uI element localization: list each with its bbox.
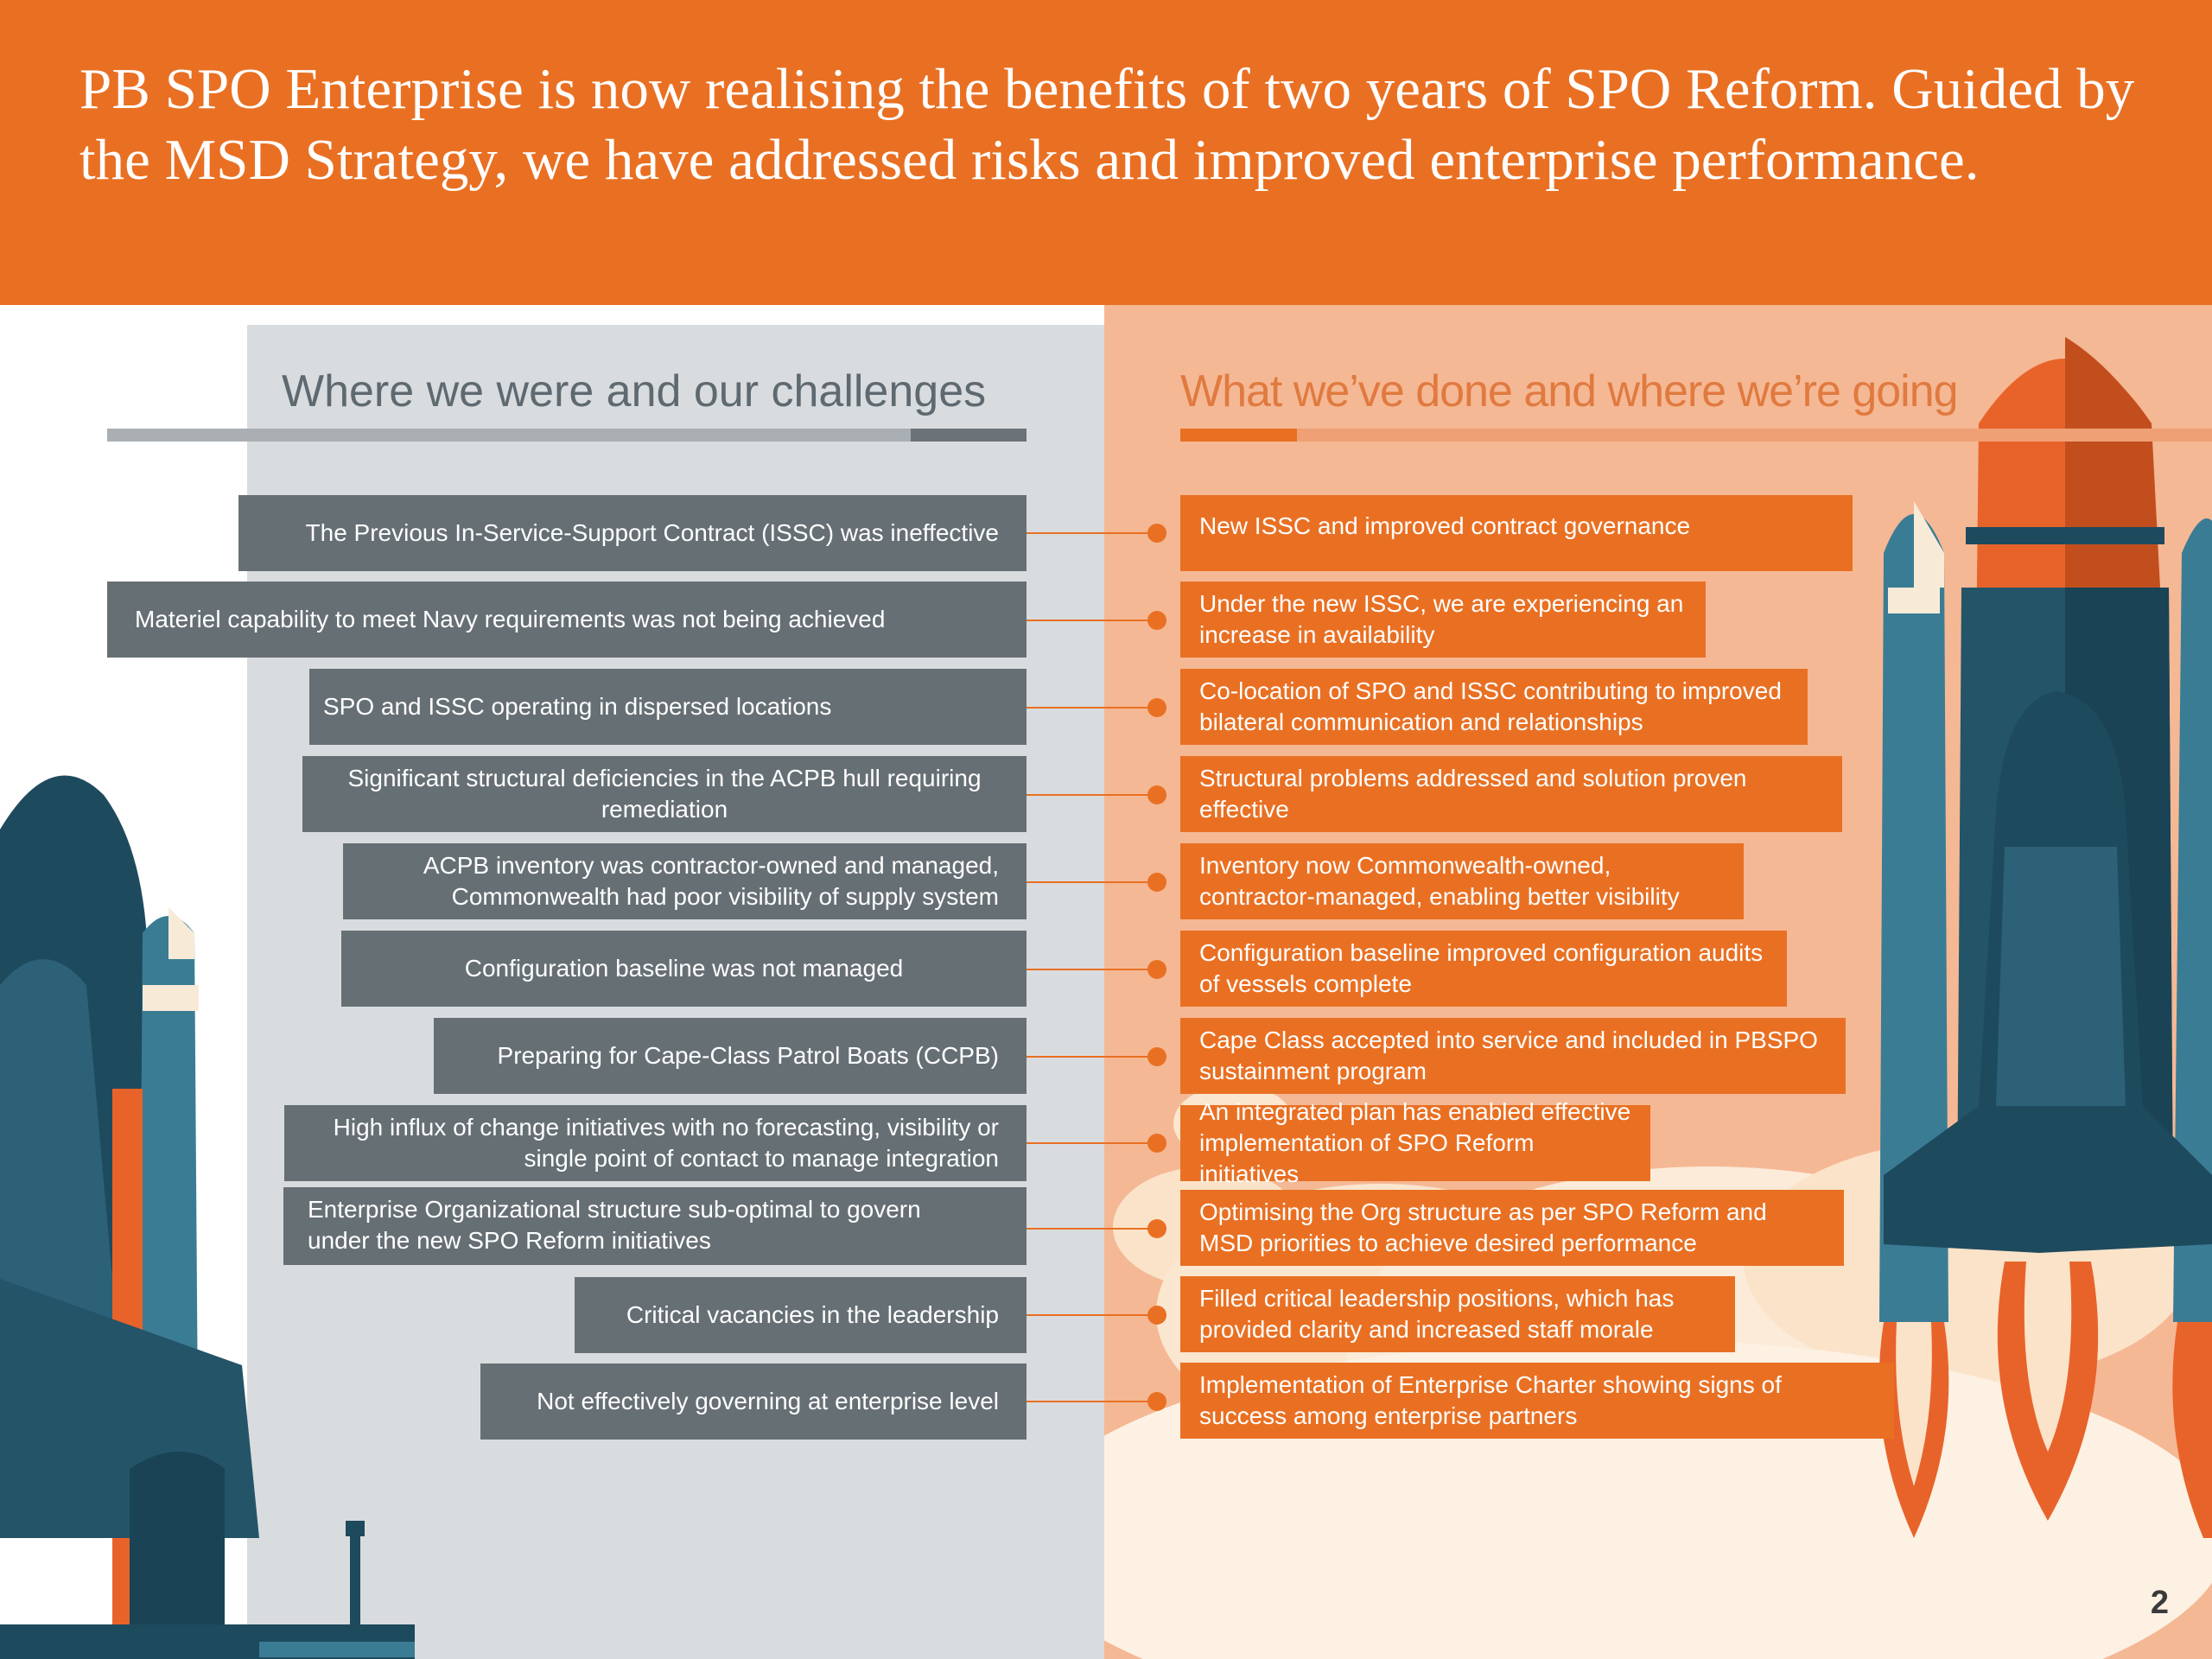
connector-line — [1027, 1401, 1154, 1402]
action-item: An integrated plan has enabled effective… — [1180, 1098, 1650, 1187]
connector-dot — [1147, 873, 1166, 892]
connector-dot — [1147, 524, 1166, 543]
connector-line — [1027, 620, 1154, 621]
challenge-item: Critical vacancies in the leadership — [575, 1277, 1027, 1353]
challenge-item: Enterprise Organizational structure sub-… — [283, 1187, 1027, 1265]
connector-line — [1027, 707, 1154, 709]
left-title-rule-accent — [911, 429, 1027, 442]
connector-line — [1027, 881, 1154, 883]
header-band: PB SPO Enterprise is now realising the b… — [0, 0, 2212, 305]
connector-dot — [1147, 611, 1166, 630]
action-item: Co-location of SPO and ISSC contributing… — [1180, 669, 1808, 745]
connector-line — [1027, 794, 1154, 796]
slide-title: PB SPO Enterprise is now realising the b… — [79, 57, 2135, 192]
action-item: Configuration baseline improved configur… — [1180, 931, 1787, 1007]
action-item: Structural problems addressed and soluti… — [1180, 756, 1842, 832]
action-item: Under the new ISSC, we are experiencing … — [1180, 582, 1706, 658]
space-shuttle-on-launch-pad-icon — [0, 775, 415, 1659]
page-number: 2 — [2150, 1585, 2169, 1621]
action-item: Inventory now Commonwealth-owned, contra… — [1180, 843, 1744, 919]
challenge-item: Configuration baseline was not managed — [341, 931, 1027, 1007]
space-shuttle-lifting-off-icon — [1878, 337, 2212, 1538]
challenge-item: Significant structural deficiencies in t… — [302, 756, 1027, 832]
action-item: Optimising the Org structure as per SPO … — [1180, 1190, 1844, 1266]
connector-dot — [1147, 698, 1166, 717]
challenge-item: Preparing for Cape-Class Patrol Boats (C… — [434, 1018, 1027, 1094]
left-column-title: Where we were and our challenges — [282, 366, 987, 416]
right-title-rule-accent — [1180, 429, 1297, 442]
action-item: Cape Class accepted into service and inc… — [1180, 1018, 1846, 1094]
connector-line — [1027, 1056, 1154, 1058]
connector-dot — [1147, 1392, 1166, 1411]
connector-line — [1027, 969, 1154, 970]
action-item: Implementation of Enterprise Charter sho… — [1180, 1363, 1894, 1439]
challenge-item: SPO and ISSC operating in dispersed loca… — [309, 669, 1027, 745]
challenge-item: The Previous In-Service-Support Contract… — [238, 495, 1027, 571]
right-title-rule — [1180, 429, 2212, 442]
connector-line — [1027, 1314, 1154, 1316]
connector-line — [1027, 1228, 1154, 1230]
connector-dot — [1147, 1047, 1166, 1066]
connector-dot — [1147, 1306, 1166, 1325]
challenge-item: ACPB inventory was contractor-owned and … — [343, 843, 1027, 919]
connector-dot — [1147, 1134, 1166, 1153]
left-title-rule — [107, 429, 911, 442]
challenge-item: Materiel capability to meet Navy require… — [107, 582, 1027, 658]
connector-dot — [1147, 960, 1166, 979]
right-column-title: What we’ve done and where we’re going — [1180, 366, 1959, 416]
challenge-item: High influx of change initiatives with n… — [284, 1105, 1027, 1181]
connector-dot — [1147, 1219, 1166, 1238]
connector-dot — [1147, 785, 1166, 804]
connector-line — [1027, 532, 1154, 534]
challenge-item: Not effectively governing at enterprise … — [480, 1363, 1027, 1440]
action-item: Filled critical leadership positions, wh… — [1180, 1276, 1735, 1352]
action-item: New ISSC and improved contract governanc… — [1180, 495, 1853, 571]
connector-line — [1027, 1142, 1154, 1144]
